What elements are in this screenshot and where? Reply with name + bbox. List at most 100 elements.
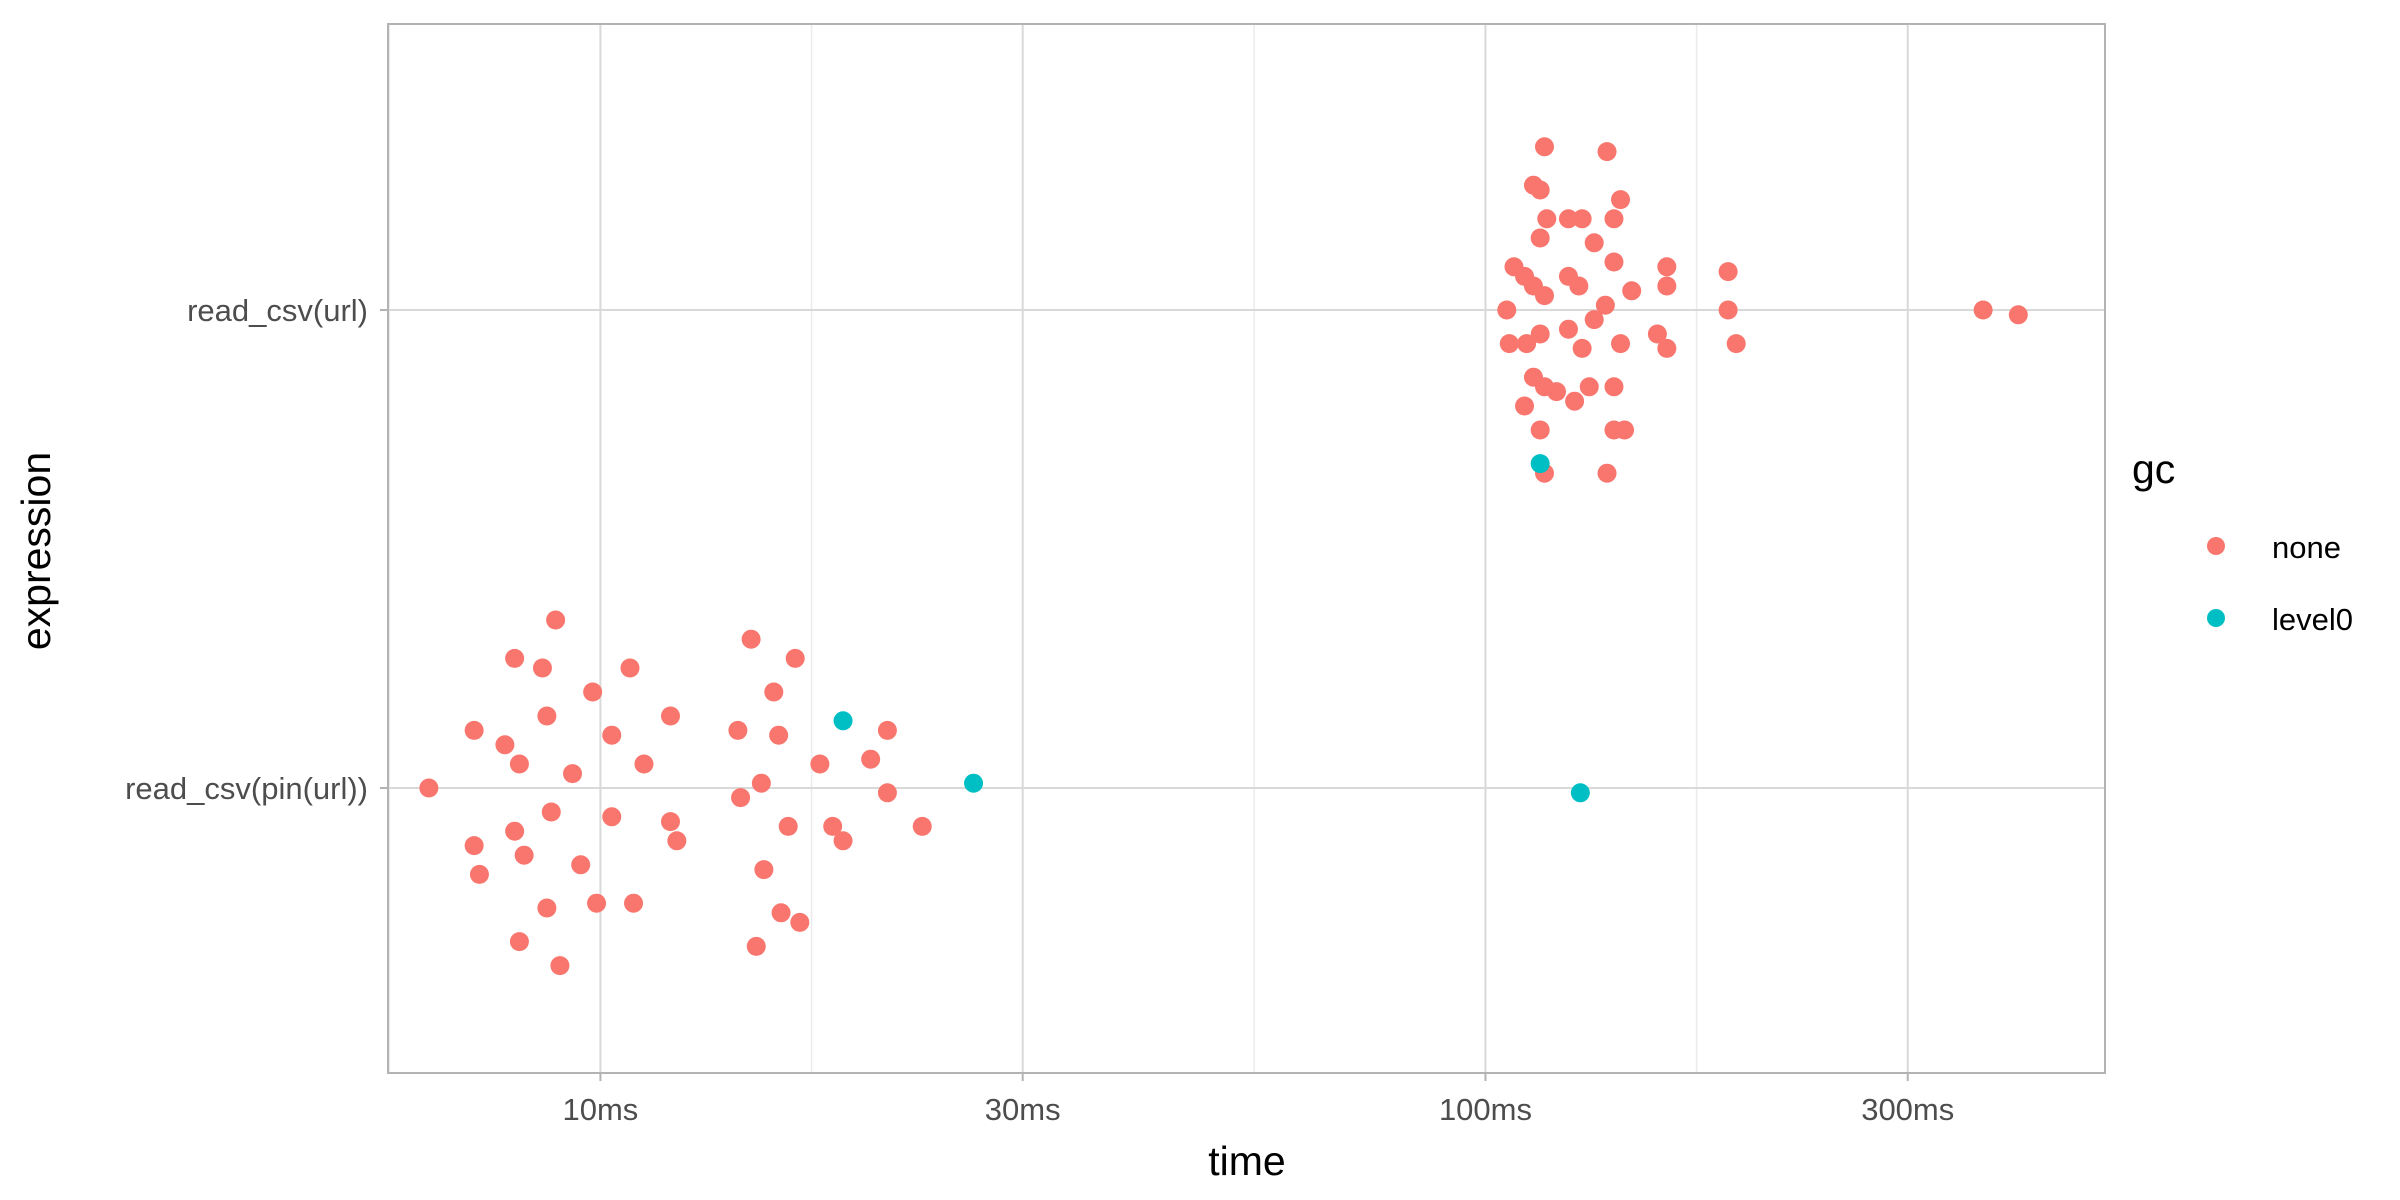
point-none-37: [778, 816, 798, 836]
point-none-52: [1517, 334, 1537, 354]
point-none-81: [1604, 377, 1624, 397]
point-none-21: [602, 807, 622, 827]
point-none-71: [1572, 209, 1592, 229]
point-none-56: [1530, 180, 1550, 200]
point-none-72: [1572, 338, 1592, 358]
point-none-69: [1565, 391, 1585, 411]
point-level0-0: [833, 711, 853, 731]
point-none-46: [912, 816, 932, 836]
point-none-18: [583, 682, 603, 702]
x-tick-label-0: 10ms: [563, 1092, 639, 1127]
legend-label-none: none: [2272, 530, 2341, 565]
point-none-60: [1534, 137, 1554, 157]
point-none-58: [1530, 324, 1550, 344]
point-none-51: [1515, 396, 1535, 416]
point-none-66: [1558, 209, 1578, 229]
point-none-65: [1547, 382, 1567, 402]
point-none-80: [1604, 252, 1624, 272]
point-none-47: [1497, 300, 1517, 320]
legend-title: gc: [2132, 446, 2175, 492]
y-axis-ticks: read_csv(pin(url)) read_csv(url): [125, 293, 388, 806]
point-none-85: [1615, 420, 1635, 440]
point-none-59: [1530, 420, 1550, 440]
point-none-32: [751, 773, 771, 793]
point-none-39: [790, 912, 810, 932]
point-none-25: [660, 706, 680, 726]
point-none-10: [532, 658, 552, 678]
point-none-33: [754, 860, 774, 880]
major-gridlines: [388, 24, 2105, 1073]
point-none-86: [1622, 281, 1642, 301]
point-none-4: [495, 735, 515, 755]
legend-key-none: [2207, 537, 2225, 555]
point-none-17: [571, 855, 591, 875]
point-none-28: [728, 720, 748, 740]
point-none-16: [563, 764, 583, 784]
point-none-14: [546, 610, 566, 630]
point-none-27: [667, 831, 687, 851]
point-none-1: [464, 720, 484, 740]
point-none-20: [602, 725, 622, 745]
x-tick-label-2: 100ms: [1439, 1092, 1532, 1127]
legend-key-level0: [2207, 609, 2225, 627]
point-none-76: [1595, 295, 1615, 315]
point-level0-1: [964, 773, 984, 793]
point-none-89: [1657, 276, 1677, 296]
point-none-23: [624, 893, 644, 913]
point-none-0: [419, 778, 439, 798]
point-level0-3: [1530, 454, 1550, 474]
point-none-77: [1597, 142, 1617, 162]
point-none-61: [1534, 286, 1554, 306]
point-none-41: [823, 816, 843, 836]
point-none-44: [877, 720, 897, 740]
x-tick-label-1: 30ms: [985, 1092, 1061, 1127]
point-none-13: [541, 802, 561, 822]
point-none-12: [537, 898, 557, 918]
point-none-75: [1584, 310, 1604, 330]
point-none-5: [505, 648, 525, 668]
point-none-79: [1604, 209, 1624, 229]
point-none-95: [2008, 305, 2028, 325]
point-none-88: [1657, 257, 1677, 277]
point-none-87: [1647, 324, 1667, 344]
minor-gridlines: [388, 24, 1698, 1073]
point-none-42: [833, 831, 853, 851]
point-none-43: [861, 749, 881, 769]
point-none-74: [1584, 233, 1604, 253]
legend: gc none level0: [2132, 446, 2353, 637]
point-none-57: [1530, 228, 1550, 248]
point-none-24: [634, 754, 654, 774]
point-none-84: [1611, 334, 1631, 354]
panel-border: [387, 23, 2106, 1074]
point-none-15: [550, 956, 570, 976]
point-none-30: [741, 629, 761, 649]
point-none-7: [509, 754, 529, 774]
point-none-19: [587, 893, 607, 913]
point-none-40: [810, 754, 830, 774]
point-none-34: [764, 682, 784, 702]
point-none-94: [1973, 300, 1993, 320]
point-none-29: [731, 788, 751, 808]
x-tick-label-3: 300ms: [1861, 1092, 1954, 1127]
point-none-36: [771, 903, 791, 923]
point-none-92: [1718, 300, 1738, 320]
point-none-35: [769, 725, 789, 745]
point-none-78: [1597, 463, 1617, 483]
point-none-70: [1569, 276, 1589, 296]
point-none-73: [1579, 377, 1599, 397]
point-none-11: [537, 706, 557, 726]
legend-label-level0: level0: [2272, 602, 2353, 637]
point-none-22: [620, 658, 640, 678]
point-none-68: [1558, 319, 1578, 339]
data-points: [419, 137, 2028, 976]
point-none-26: [660, 812, 680, 832]
x-axis-ticks: 10ms 30ms 100ms 300ms: [563, 1073, 1954, 1127]
y-tick-label-1: read_csv(url): [187, 293, 368, 328]
point-none-2: [464, 836, 484, 856]
point-none-64: [1537, 209, 1557, 229]
y-tick-label-0: read_csv(pin(url)): [125, 771, 368, 806]
point-level0-2: [1570, 783, 1590, 803]
point-none-3: [469, 864, 489, 884]
